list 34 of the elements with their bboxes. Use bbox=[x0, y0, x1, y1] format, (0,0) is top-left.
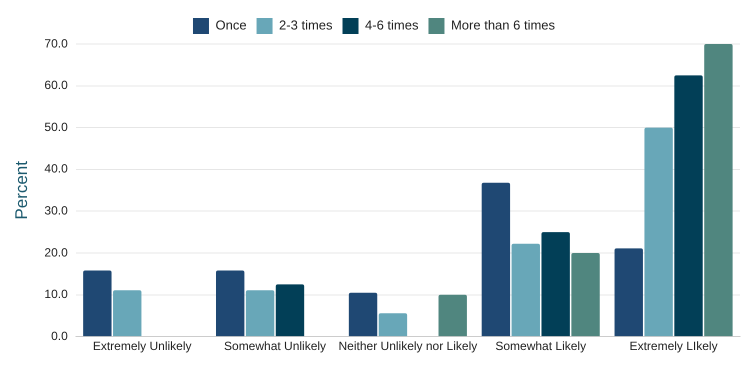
y-tick-label: 30.0 bbox=[44, 204, 68, 218]
x-tick-label: Extremely LIkely bbox=[630, 339, 718, 354]
bar bbox=[704, 44, 733, 336]
legend-label: 4-6 times bbox=[365, 18, 419, 33]
x-tick-label: Somewhat Unlikely bbox=[224, 339, 326, 354]
legend-label: More than 6 times bbox=[450, 18, 556, 33]
y-tick-label: 40.0 bbox=[44, 162, 68, 176]
y-tick-label: 0.0 bbox=[51, 328, 68, 343]
bar bbox=[644, 128, 673, 336]
legend-label: 2-3 times bbox=[279, 18, 334, 33]
legend-label: Once bbox=[215, 18, 247, 33]
bar bbox=[674, 75, 703, 336]
x-tick-label: Neither Unlikely nor Likely bbox=[338, 339, 478, 354]
bar bbox=[113, 290, 142, 336]
bar bbox=[614, 248, 643, 336]
bar bbox=[246, 290, 274, 336]
y-tick-label: 50.0 bbox=[44, 120, 68, 134]
bar bbox=[571, 253, 600, 336]
x-tick-label: Extremely Unlikely bbox=[92, 339, 192, 354]
bar bbox=[216, 270, 244, 336]
bar bbox=[438, 294, 467, 336]
bar bbox=[83, 270, 112, 336]
bar bbox=[276, 284, 304, 336]
y-axis-title: Percent bbox=[12, 160, 31, 220]
y-tick-label: 10.0 bbox=[44, 287, 68, 302]
bar bbox=[348, 292, 378, 336]
bar bbox=[378, 313, 408, 336]
bar bbox=[482, 182, 510, 336]
x-tick-label: Somewhat Likely bbox=[495, 339, 586, 354]
y-tick-label: 20.0 bbox=[44, 245, 68, 260]
bar bbox=[541, 232, 570, 336]
y-tick-label: 70.0 bbox=[44, 36, 68, 50]
bar bbox=[512, 244, 540, 336]
y-tick-label: 60.0 bbox=[44, 78, 68, 92]
